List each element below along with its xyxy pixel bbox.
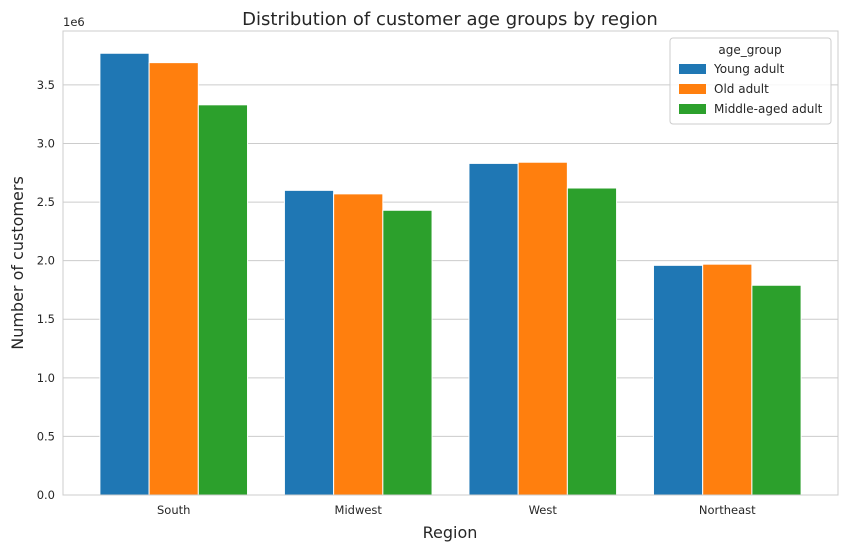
y-tick-label: 2.0 xyxy=(37,254,55,268)
y-tick-label: 3.5 xyxy=(37,78,55,92)
bar-south-young-adult xyxy=(99,52,150,496)
bar-midwest-middle-aged-adult xyxy=(382,209,433,496)
y-tick-label: 0.0 xyxy=(37,488,55,502)
bar-midwest-young-adult xyxy=(283,189,335,496)
legend-label: Young adult xyxy=(713,62,785,76)
legend-swatch xyxy=(679,84,706,94)
y-offset-label: 1e6 xyxy=(63,15,85,29)
plot-frame xyxy=(62,30,839,496)
y-tick-label: 1.0 xyxy=(37,371,55,385)
y-tick-label: 3.0 xyxy=(37,136,55,150)
y-tick-labels: 0.0 0.5 1.0 1.5 2.0 2.5 3.0 3.5 xyxy=(37,78,55,502)
bar-west-middle-aged-adult xyxy=(566,187,618,496)
bar-south-old-adult xyxy=(148,62,199,496)
legend-swatch xyxy=(679,104,706,114)
bar-south-middle-aged-adult xyxy=(197,104,249,496)
y-axis-title: Number of customers xyxy=(8,176,27,350)
bar-northeast-young-adult xyxy=(652,264,704,496)
legend-box xyxy=(669,37,832,125)
legend-label: Old adult xyxy=(714,82,769,96)
bar-west-old-adult xyxy=(517,161,568,496)
x-tick-label: West xyxy=(529,503,558,517)
bar-northeast-old-adult xyxy=(702,263,753,496)
x-axis-title: Region xyxy=(423,523,478,542)
x-tick-label: South xyxy=(157,503,190,517)
y-tick-label: 2.5 xyxy=(37,195,55,209)
legend-swatch xyxy=(679,64,706,74)
legend-title: age_group xyxy=(718,43,781,57)
legend-items: Young adult Old adult Middle-aged adult xyxy=(679,62,823,116)
bar-midwest-old-adult xyxy=(333,193,384,496)
chart-title: Distribution of customer age groups by r… xyxy=(242,9,658,30)
x-tick-label: Northeast xyxy=(699,503,756,517)
bars xyxy=(99,52,802,496)
x-tick-labels: South Midwest West Northeast xyxy=(157,503,756,517)
bar-northeast-middle-aged-adult xyxy=(751,284,802,496)
bar-west-young-adult xyxy=(468,162,519,496)
y-tick-label: 1.5 xyxy=(37,312,55,326)
y-tick-label: 0.5 xyxy=(37,429,55,443)
legend: age_group Young adult Old adult Middle-age… xyxy=(669,37,832,125)
x-tick-label: Midwest xyxy=(335,503,383,517)
legend-label: Middle-aged adult xyxy=(714,102,823,116)
